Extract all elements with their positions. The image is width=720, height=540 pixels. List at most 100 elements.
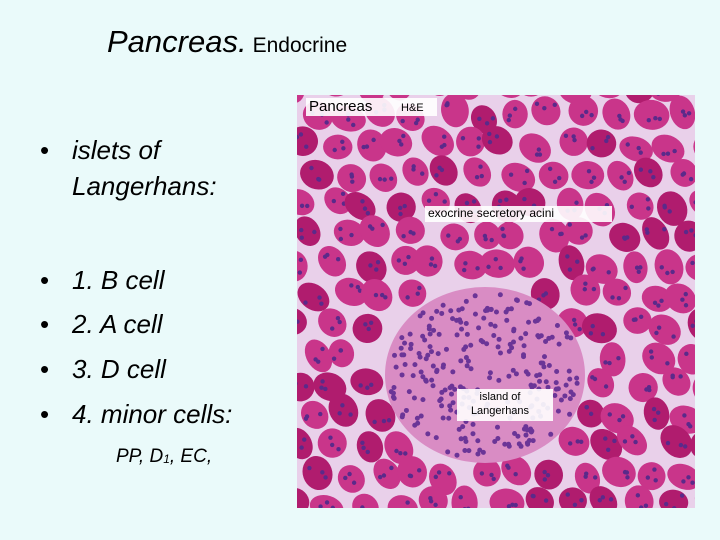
islet-nucleus	[430, 363, 436, 369]
nucleus	[476, 136, 481, 141]
acinus	[451, 485, 478, 508]
nucleus	[656, 325, 662, 330]
nucleus	[298, 257, 304, 263]
nucleus	[598, 83, 602, 87]
nucleus	[622, 179, 627, 185]
nucleus	[460, 136, 466, 141]
nucleus	[657, 116, 663, 122]
nucleus	[511, 87, 515, 91]
nucleus	[388, 78, 392, 82]
nucleus	[400, 118, 405, 124]
nucleus	[645, 475, 651, 480]
islet-nucleus	[525, 371, 531, 377]
nucleus	[596, 88, 600, 92]
nucleus	[582, 287, 587, 292]
nucleus	[447, 471, 452, 476]
nucleus	[557, 175, 562, 181]
nucleus	[386, 418, 392, 423]
nucleus	[671, 334, 676, 339]
nucleus	[672, 506, 677, 508]
islet-nucleus	[495, 436, 501, 442]
nucleus	[462, 507, 467, 508]
nucleus	[537, 152, 543, 157]
nucleus	[678, 374, 683, 379]
nucleus	[405, 295, 410, 300]
nucleus	[291, 312, 295, 316]
nucleus	[682, 413, 687, 418]
nucleus	[652, 417, 657, 423]
acinus	[480, 249, 515, 278]
acinus	[674, 220, 695, 252]
nucleus	[625, 235, 630, 240]
nucleus	[402, 261, 408, 267]
nucleus	[684, 351, 689, 357]
acinus	[501, 455, 532, 486]
islet-nucleus	[442, 387, 448, 393]
nucleus	[638, 167, 644, 172]
acinus	[660, 425, 693, 458]
islet-nucleus	[487, 370, 493, 376]
nucleus	[565, 80, 569, 84]
nucleus	[659, 265, 664, 270]
islet-nucleus	[529, 428, 535, 434]
nucleus	[490, 116, 496, 121]
nucleus	[396, 258, 402, 263]
islet-nucleus	[563, 330, 569, 336]
nucleus	[375, 259, 381, 265]
nucleus	[475, 266, 480, 271]
nucleus	[583, 281, 588, 286]
nucleus	[571, 317, 577, 323]
nucleus	[355, 284, 361, 290]
islet-nucleus	[554, 369, 560, 375]
nucleus	[360, 199, 365, 204]
nucleus	[590, 145, 595, 151]
nucleus	[489, 237, 494, 243]
nucleus	[332, 147, 337, 153]
nucleus	[317, 295, 322, 300]
nucleus	[397, 138, 402, 144]
islet-nucleus	[410, 373, 416, 379]
nucleus	[670, 374, 675, 380]
acinus	[558, 426, 590, 456]
islet-nucleus	[423, 356, 429, 362]
nucleus	[695, 353, 699, 357]
nucleus	[420, 171, 425, 176]
islet-nucleus	[407, 331, 413, 337]
acinus	[391, 245, 421, 275]
islet-nucleus	[461, 346, 467, 352]
islet-nucleus	[567, 396, 573, 402]
islet-nucleus	[497, 350, 503, 356]
nucleus	[711, 172, 715, 176]
nucleus	[382, 177, 387, 182]
nucleus	[507, 113, 513, 118]
nucleus	[586, 169, 592, 174]
nucleus	[289, 205, 293, 209]
nucleus	[683, 229, 689, 235]
islet-nucleus	[408, 341, 414, 347]
nucleus	[489, 472, 494, 478]
bullet-text: 4. minor cells:	[72, 399, 233, 429]
islet-nucleus	[567, 411, 573, 417]
acinus	[373, 458, 401, 489]
nucleus	[716, 478, 720, 482]
nucleus	[704, 85, 708, 89]
nucleus	[686, 475, 691, 480]
islet-nucleus	[440, 364, 446, 370]
nucleus	[462, 267, 467, 273]
islet-nucleus	[492, 323, 498, 329]
bullet-text: 1. B cell	[72, 265, 165, 295]
acinus	[426, 95, 453, 96]
nucleus	[357, 288, 363, 293]
nucleus	[567, 267, 573, 272]
acinus	[696, 393, 720, 435]
nucleus	[417, 285, 422, 291]
nucleus	[371, 510, 375, 514]
nucleus	[679, 493, 685, 498]
nucleus	[697, 383, 701, 387]
islet-nucleus	[402, 340, 408, 346]
islet-nucleus	[531, 383, 537, 389]
nucleus	[567, 441, 573, 446]
nucleus	[656, 88, 660, 92]
islet-nucleus	[454, 332, 460, 338]
islet-nucleus	[574, 380, 580, 386]
